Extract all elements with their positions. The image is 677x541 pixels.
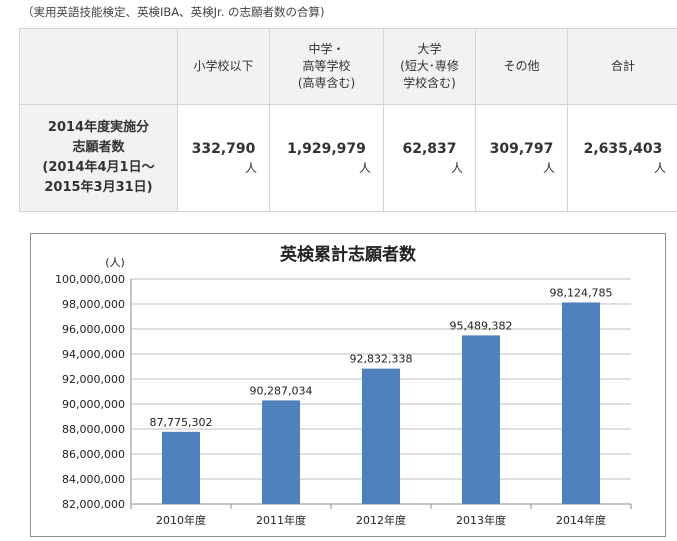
header-secondary: 中学・ 高等学校 (高専含む): [269, 28, 384, 105]
cell-secondary: 1,929,979 人: [269, 104, 384, 212]
y-tick-label: 92,000,000: [62, 373, 125, 386]
table-note: （実用英語技能検定、英検IBA、英検Jr. の志願者数の合算): [22, 5, 325, 19]
cell-elementary: 332,790 人: [177, 104, 270, 212]
data-label: 95,489,382: [450, 319, 513, 332]
x-tick-label: 2010年度: [156, 513, 206, 527]
value-university: 62,837: [402, 140, 457, 157]
value-secondary: 1,929,979: [287, 140, 366, 157]
y-tick-label: 98,000,000: [62, 298, 125, 311]
data-label: 92,832,338: [350, 353, 413, 366]
value-other: 309,797: [489, 140, 554, 157]
x-tick-label: 2014年度: [556, 513, 606, 527]
bar-4: [562, 302, 600, 504]
unit-label: 人: [653, 160, 666, 175]
header-corner-cell: [19, 28, 178, 105]
y-tick-label: 84,000,000: [62, 473, 125, 486]
unit-label: 人: [450, 160, 463, 175]
x-tick-label: 2011年度: [256, 513, 306, 527]
y-tick-label: 94,000,000: [62, 348, 125, 361]
value-total: 2,635,403: [583, 140, 663, 157]
bar-0: [162, 431, 200, 504]
row-header: 2014年度実施分 志願者数 (2014年4月1日～ 2015年3月31日): [19, 104, 178, 212]
data-label: 98,124,785: [550, 286, 613, 299]
unit-label: 人: [358, 160, 371, 175]
y-tick-label: 82,000,000: [62, 498, 125, 511]
header-university: 大学 (短大･専修 学校含む): [383, 28, 476, 105]
x-tick-label: 2012年度: [356, 513, 406, 527]
chart-container: 英検累計志願者数 (人) 100,000,000 98,000,000 96,000…: [30, 233, 666, 537]
cell-university: 62,837 人: [383, 104, 476, 212]
unit-label: 人: [542, 160, 555, 175]
bar-chart: 英検累計志願者数 (人) 100,000,000 98,000,000 96,000…: [55, 244, 632, 527]
cell-total: 2,635,403 人: [567, 104, 677, 212]
bar-3: [462, 335, 500, 504]
bar-2: [362, 368, 400, 504]
y-tick-label: 90,000,000: [62, 398, 125, 411]
y-tick-label: 100,000,000: [55, 273, 125, 286]
y-axis-unit-label: (人): [105, 256, 125, 269]
y-tick-label: 96,000,000: [62, 323, 125, 336]
bar-1: [262, 400, 300, 504]
header-total: 合計: [567, 28, 677, 105]
x-tick-label: 2013年度: [456, 513, 506, 527]
value-elementary: 332,790: [191, 140, 256, 157]
chart-title: 英検累計志願者数: [280, 244, 417, 265]
y-tick-label: 86,000,000: [62, 448, 125, 461]
data-label: 90,287,034: [250, 384, 313, 397]
y-tick-label: 88,000,000: [62, 423, 125, 436]
applicants-table: 小学校以下 中学・ 高等学校 (高専含む) 大学 (短大･専修 学校含む) その…: [19, 28, 677, 212]
data-label: 87,775,302: [150, 416, 213, 429]
header-other: その他: [475, 28, 568, 105]
cell-other: 309,797 人: [475, 104, 568, 212]
unit-label: 人: [244, 160, 257, 175]
header-elementary: 小学校以下: [177, 28, 270, 105]
